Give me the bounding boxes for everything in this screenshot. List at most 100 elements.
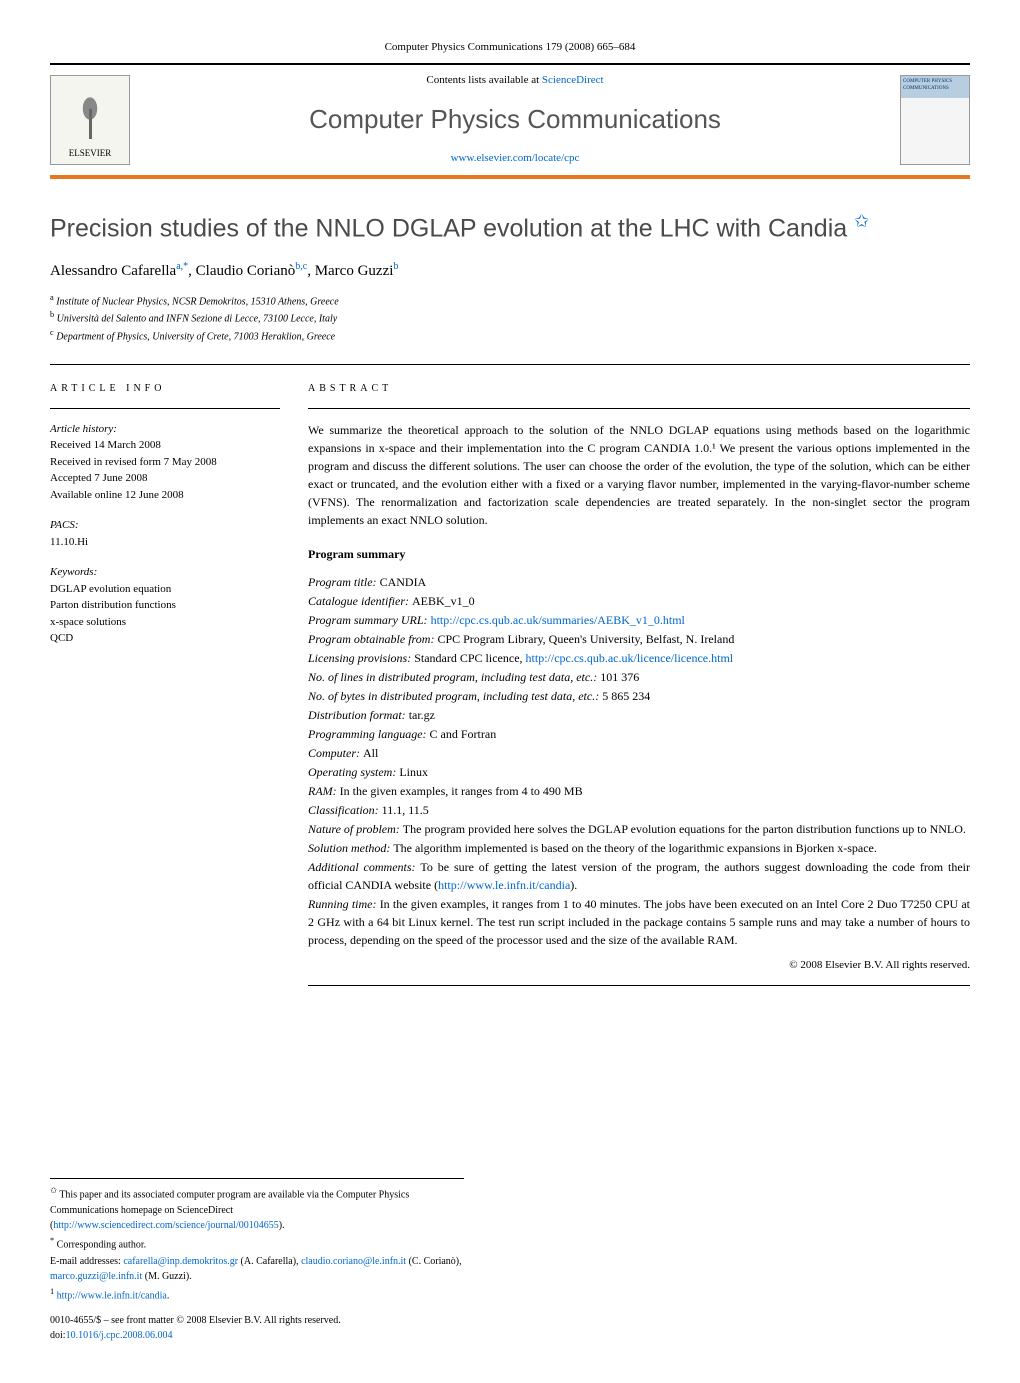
- field-value: All: [363, 746, 378, 760]
- footnotes: ✩ This paper and its associated computer…: [50, 1178, 464, 1303]
- field-label: Distribution format:: [308, 708, 409, 722]
- program-summary-title: Program summary: [308, 545, 970, 563]
- doi-link[interactable]: 10.1016/j.cpc.2008.06.004: [66, 1330, 173, 1341]
- paper-title: Precision studies of the NNLO DGLAP evol…: [50, 209, 970, 246]
- field-label: RAM:: [308, 784, 340, 798]
- program-field: No. of lines in distributed program, inc…: [308, 668, 970, 686]
- title-footnote-marker: ✩: [854, 211, 869, 231]
- footnote-star-link[interactable]: http://www.sciencedirect.com/science/jou…: [53, 1220, 278, 1231]
- fn1-marker: 1: [50, 1287, 54, 1296]
- program-field: Running time: In the given examples, it …: [308, 895, 970, 949]
- abstract-column: ABSTRACT We summarize the theoretical ap…: [308, 381, 970, 999]
- article-history: Article history: Received 14 March 2008 …: [50, 421, 280, 504]
- author-1: Alessandro Cafarella: [50, 263, 176, 279]
- emails-label: E-mail addresses:: [50, 1256, 123, 1267]
- doi-line: doi:10.1016/j.cpc.2008.06.004: [50, 1328, 970, 1343]
- journal-url-link[interactable]: www.elsevier.com/locate/cpc: [451, 152, 580, 164]
- field-label: Nature of problem:: [308, 822, 403, 836]
- abstract-divider: [308, 408, 970, 409]
- issn-line: 0010-4655/$ – see front matter © 2008 El…: [50, 1313, 970, 1328]
- field-label: Solution method:: [308, 841, 393, 855]
- history-item: Received 14 March 2008: [50, 437, 280, 454]
- affiliation-a: a Institute of Nuclear Physics, NCSR Dem…: [50, 292, 970, 309]
- field-label: No. of bytes in distributed program, inc…: [308, 689, 602, 703]
- field-inline-link[interactable]: http://www.le.infn.it/candia: [438, 878, 570, 892]
- program-field: Additional comments: To be sure of getti…: [308, 858, 970, 894]
- field-value: AEBK_v1_0: [412, 594, 475, 608]
- field-inline-link[interactable]: http://cpc.cs.qub.ac.uk/licence/licence.…: [526, 651, 734, 665]
- star-marker: ✩: [50, 1186, 57, 1195]
- keyword: QCD: [50, 630, 280, 647]
- sciencedirect-link[interactable]: ScienceDirect: [542, 74, 604, 86]
- field-value: tar.gz: [409, 708, 435, 722]
- banner-center: Contents lists available at ScienceDirec…: [130, 73, 900, 166]
- email-link[interactable]: claudio.coriano@le.infn.it: [301, 1256, 406, 1267]
- field-value: Linux: [399, 765, 428, 779]
- publisher-name: ELSEVIER: [69, 147, 112, 160]
- program-field: Solution method: The algorithm implement…: [308, 839, 970, 857]
- history-item: Received in revised form 7 May 2008: [50, 454, 280, 471]
- program-field: RAM: In the given examples, it ranges fr…: [308, 782, 970, 800]
- email-link[interactable]: marco.guzzi@le.infn.it: [50, 1271, 142, 1282]
- affiliation-c: c Department of Physics, University of C…: [50, 327, 970, 344]
- keyword: DGLAP evolution equation: [50, 581, 280, 598]
- program-field: No. of bytes in distributed program, inc…: [308, 687, 970, 705]
- elsevier-tree-icon: [65, 92, 115, 147]
- field-label: Program obtainable from:: [308, 632, 437, 646]
- program-field: Nature of problem: The program provided …: [308, 820, 970, 838]
- contents-line: Contents lists available at ScienceDirec…: [130, 73, 900, 88]
- footer-meta: 0010-4655/$ – see front matter © 2008 El…: [50, 1313, 970, 1343]
- info-abstract-row: ARTICLE INFO Article history: Received 1…: [50, 381, 970, 999]
- aff-mark: a: [50, 293, 54, 302]
- program-field: Catalogue identifier: AEBK_v1_0: [308, 592, 970, 610]
- field-value: In the given examples, it ranges from 4 …: [340, 784, 583, 798]
- footnote-1: 1 http://www.le.infn.it/candia.: [50, 1286, 464, 1303]
- field-value: C and Fortran: [430, 727, 497, 741]
- field-link[interactable]: http://cpc.cs.qub.ac.uk/summaries/AEBK_v…: [431, 613, 685, 627]
- field-label: Program summary URL:: [308, 613, 431, 627]
- fn1-link[interactable]: http://www.le.infn.it/candia: [57, 1290, 167, 1301]
- program-summary: Program title: CANDIACatalogue identifie…: [308, 573, 970, 949]
- program-field: Classification: 11.1, 11.5: [308, 801, 970, 819]
- email-name: (M. Guzzi): [145, 1271, 189, 1282]
- field-label: Operating system:: [308, 765, 399, 779]
- email-link[interactable]: cafarella@inp.demokritos.gr: [123, 1256, 238, 1267]
- abstract-label: ABSTRACT: [308, 381, 970, 396]
- affiliation-b: b Università del Salento and INFN Sezion…: [50, 309, 970, 326]
- journal-url-line: www.elsevier.com/locate/cpc: [130, 151, 900, 166]
- author-2-marks: b,c: [295, 261, 307, 272]
- field-label: Licensing provisions:: [308, 651, 414, 665]
- field-value: 101 376: [600, 670, 639, 684]
- program-field: Program title: CANDIA: [308, 573, 970, 591]
- pacs-block: PACS: 11.10.Hi: [50, 517, 280, 550]
- journal-banner: ELSEVIER Contents lists available at Sci…: [50, 63, 970, 178]
- journal-reference: Computer Physics Communications 179 (200…: [50, 40, 970, 55]
- program-field: Programming language: C and Fortran: [308, 725, 970, 743]
- doi-label: doi:: [50, 1330, 66, 1341]
- field-label: Program title:: [308, 575, 380, 589]
- aff-mark: c: [50, 328, 54, 337]
- journal-name: Computer Physics Communications: [130, 101, 900, 137]
- cover-label: COMPUTER PHYSICS COMMUNICATIONS: [903, 79, 952, 91]
- end-divider: [308, 985, 970, 986]
- history-label: Article history:: [50, 421, 280, 438]
- footnote-star: ✩ This paper and its associated computer…: [50, 1185, 464, 1232]
- aff-text: Università del Salento and INFN Sezione …: [57, 314, 338, 325]
- pacs-label: PACS:: [50, 517, 280, 534]
- program-field: Program summary URL: http://cpc.cs.qub.a…: [308, 611, 970, 629]
- aff-mark: b: [50, 310, 54, 319]
- keyword: Parton distribution functions: [50, 597, 280, 614]
- keywords-label: Keywords:: [50, 564, 280, 581]
- abstract-text: We summarize the theoretical approach to…: [308, 421, 970, 529]
- aff-text: Institute of Nuclear Physics, NCSR Demok…: [56, 296, 338, 307]
- field-value: 5 865 234: [602, 689, 650, 703]
- field-value: CANDIA: [380, 575, 427, 589]
- aff-text: Department of Physics, University of Cre…: [56, 331, 335, 342]
- program-field: Program obtainable from: CPC Program Lib…: [308, 630, 970, 648]
- info-divider: [50, 408, 280, 409]
- author-list: Alessandro Cafarellaa,*, Claudio Corianò…: [50, 260, 970, 282]
- author-1-marks: a,*: [176, 261, 188, 272]
- field-label: Catalogue identifier:: [308, 594, 412, 608]
- contents-prefix: Contents lists available at: [426, 74, 541, 86]
- email-name: (A. Cafarella): [241, 1256, 297, 1267]
